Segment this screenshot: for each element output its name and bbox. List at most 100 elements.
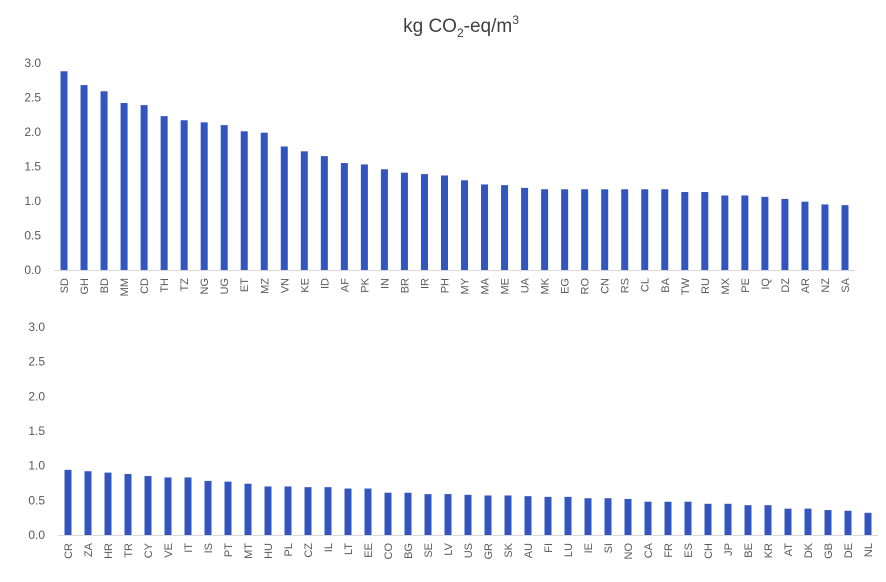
top-bar-et xyxy=(240,131,248,270)
bottom-x-tick-label: AU xyxy=(523,543,535,558)
top-x-tick-label: GH xyxy=(79,278,91,295)
bottom-bar-be xyxy=(744,505,752,535)
top-bar-ir xyxy=(420,174,428,270)
bottom-bar-si xyxy=(604,498,612,535)
bottom-x-tick-label: US xyxy=(463,543,475,558)
top-x-tick-label: RO xyxy=(580,278,592,295)
top-x-tick-label: IQ xyxy=(760,278,772,290)
top-x-tick-label: UA xyxy=(520,277,532,293)
bottom-bar-cz xyxy=(304,487,312,535)
bottom-bar-fi xyxy=(544,496,552,535)
top-bar-tw xyxy=(681,192,689,270)
top-x-tick-label: NG xyxy=(199,278,211,295)
top-y-tick-label: 0.5 xyxy=(24,229,41,243)
bottom-x-tick-label: LV xyxy=(443,542,455,555)
top-bar-vn xyxy=(280,146,288,270)
top-x-tick-label: SA xyxy=(840,277,852,292)
bottom-bar-tr xyxy=(124,473,132,535)
top-bar-sd xyxy=(60,71,68,270)
top-x-tick-label: TH xyxy=(159,278,171,293)
top-x-tick-label: VN xyxy=(279,278,291,293)
bottom-bar-za xyxy=(84,471,92,535)
top-bar-ua xyxy=(521,187,529,270)
title-sub: 2 xyxy=(457,26,464,40)
top-bar-iq xyxy=(761,196,769,270)
top-x-tick-label: PH xyxy=(439,278,451,293)
top-x-tick-label: BR xyxy=(399,278,411,293)
top-x-tick-label: UG xyxy=(219,278,231,295)
bottom-y-tick-label: 1.0 xyxy=(28,459,45,473)
top-bar-ba xyxy=(661,189,669,270)
bottom-x-tick-label: CH xyxy=(703,543,715,559)
bottom-x-tick-label: NL xyxy=(863,543,875,557)
bottom-bar-lt xyxy=(344,488,352,535)
top-bar-in xyxy=(380,169,388,270)
top-bar-ng xyxy=(200,122,208,270)
top-x-tick-label: RS xyxy=(620,278,632,293)
top-x-tick-label: MY xyxy=(460,277,472,294)
bottom-y-tick-label: 1.5 xyxy=(28,424,45,438)
top-bar-bd xyxy=(100,91,108,270)
top-x-tick-label: ID xyxy=(319,278,331,289)
bottom-x-tick-label: IE xyxy=(583,543,595,553)
top-bar-ro xyxy=(581,189,589,270)
top-x-tick-label: MK xyxy=(540,277,552,294)
top-x-tick-label: RU xyxy=(700,278,712,294)
bottom-bar-bg xyxy=(404,492,412,535)
top-x-tick-label: CL xyxy=(640,278,652,292)
top-bar-chart: 0.0 0.5 1.0 1.5 2.0 2.5 3.0 SD GH BD MM CD TH TZ NG UG E… xyxy=(24,56,855,296)
bottom-bar-at xyxy=(784,508,792,535)
top-bar-mm xyxy=(120,103,128,271)
top-x-tick-label: IR xyxy=(419,278,431,289)
bottom-x-tick-label: SE xyxy=(423,543,435,558)
bottom-x-tick-label: IL xyxy=(323,543,335,552)
top-bar-ph xyxy=(440,175,448,270)
bottom-x-tick-label: DK xyxy=(803,542,815,558)
top-bar-eg xyxy=(561,189,569,270)
bottom-x-tick-label: PL xyxy=(283,543,295,556)
top-bar-ma xyxy=(481,184,489,270)
bottom-bar-il xyxy=(324,487,332,535)
top-bar-ke xyxy=(300,151,308,270)
bottom-x-tick-label: JP xyxy=(723,543,735,556)
top-bar-mz xyxy=(260,132,268,270)
bottom-bar-co xyxy=(384,492,392,535)
top-bar-gh xyxy=(80,85,88,270)
top-bar-cn xyxy=(601,189,609,270)
bottom-bar-cy xyxy=(144,476,152,535)
bottom-y-tick-label: 3.0 xyxy=(28,320,45,334)
bottom-bar-fr xyxy=(664,501,672,535)
top-x-tick-label: AF xyxy=(339,278,351,292)
top-bar-tz xyxy=(180,120,188,271)
bottom-y-tick-label: 0.0 xyxy=(28,528,45,542)
bottom-bar-ve xyxy=(164,477,172,535)
top-x-tick-label: EG xyxy=(560,278,572,294)
bottom-x-tick-label: ZA xyxy=(83,542,95,557)
top-y-tick-label: 2.0 xyxy=(24,125,41,139)
bottom-x-tick-label: SK xyxy=(503,542,515,557)
top-bar-nz xyxy=(821,204,829,270)
bottom-x-tick-label: PT xyxy=(223,543,235,557)
title-pre: kg CO xyxy=(403,16,457,37)
bottom-bar-pt xyxy=(224,481,232,535)
bottom-bar-no xyxy=(624,498,632,535)
top-y-tick-label: 0.0 xyxy=(24,263,41,277)
top-x-tick-label: BA xyxy=(660,277,672,292)
bottom-x-tick-label: GB xyxy=(823,543,835,559)
bottom-bar-kr xyxy=(764,505,772,535)
bottom-bar-de xyxy=(844,510,852,535)
bottom-bar-chart: 0.0 0.5 1.0 1.5 2.0 2.5 3.0 CR ZA HR TR CY VE IT IS PT M… xyxy=(28,320,878,560)
bottom-y-tick-label: 2.5 xyxy=(28,355,45,369)
bottom-bar-es xyxy=(684,501,692,535)
bottom-x-tick-label: AT xyxy=(783,543,795,557)
top-bar-ug xyxy=(220,125,228,270)
top-bar-mk xyxy=(541,189,549,270)
top-bar-pe xyxy=(741,195,749,270)
bottom-x-tick-label: VE xyxy=(163,543,175,558)
top-bar-mx xyxy=(721,195,729,270)
top-x-tick-label: MA xyxy=(480,277,492,294)
top-x-tick-label: MZ xyxy=(259,278,271,294)
bottom-bar-gb xyxy=(824,510,832,535)
top-bar-ru xyxy=(701,192,709,270)
bottom-bar-us xyxy=(464,494,472,535)
